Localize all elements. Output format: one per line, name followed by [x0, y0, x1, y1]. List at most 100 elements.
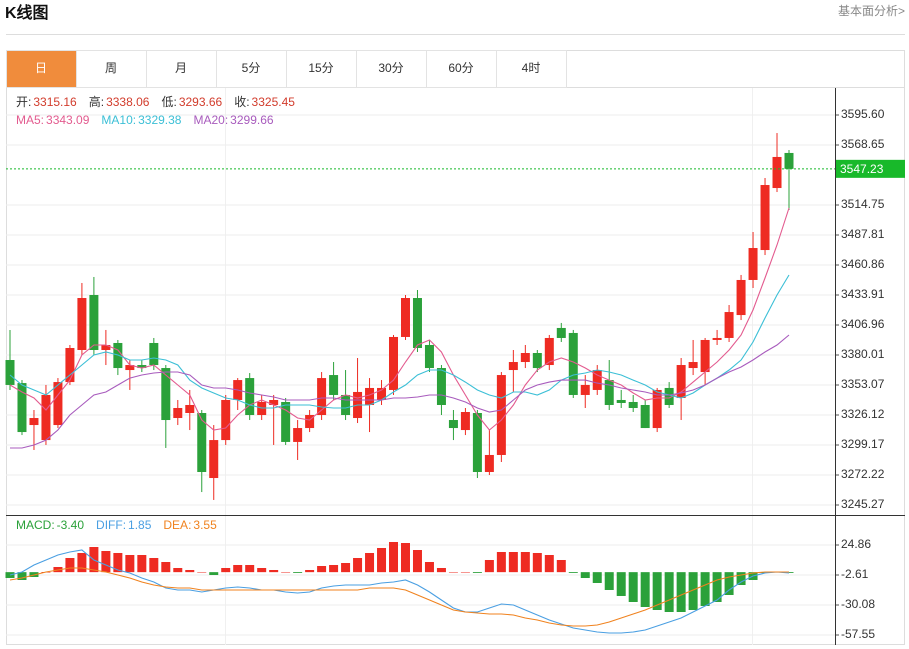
candle-body — [185, 404, 195, 414]
macd-bar — [17, 572, 27, 580]
macd-bar — [652, 572, 662, 610]
macd-bar — [197, 571, 207, 573]
y-tick-label: 3245.27 — [841, 497, 885, 511]
candle-body — [149, 342, 159, 366]
candle-body — [245, 378, 255, 416]
candle-body — [281, 401, 291, 442]
readout: MACD: — [16, 518, 55, 532]
readout: 3.55 — [193, 518, 217, 532]
candle-body — [89, 295, 99, 350]
y-tick-label: 3326.12 — [841, 407, 885, 421]
macd-bar — [353, 557, 363, 573]
macd-bar — [508, 551, 518, 573]
candle-body — [448, 420, 458, 429]
macd-bar — [496, 551, 506, 573]
tab-label[interactable]: 5分 — [242, 61, 261, 75]
readout: 3293.66 — [179, 95, 223, 109]
candle-body — [101, 344, 111, 350]
tab[interactable] — [6, 50, 77, 88]
macd-bar — [484, 559, 494, 573]
macd-bar — [317, 565, 327, 573]
macd-bar — [472, 572, 482, 573]
macd-bar — [185, 569, 195, 573]
tab-label[interactable]: 4时 — [522, 61, 541, 75]
macd-bar — [688, 572, 698, 610]
tab-label[interactable]: 60分 — [448, 61, 473, 75]
line — [9, 274, 790, 409]
candle-body — [700, 339, 710, 373]
macd-bar — [736, 572, 746, 586]
candle-body — [712, 337, 722, 340]
candle-body — [472, 413, 482, 473]
readout: 收: — [234, 95, 249, 109]
tab-label[interactable]: 日 — [35, 61, 47, 75]
candle-body — [221, 399, 231, 441]
y-tick-label: 3299.17 — [841, 437, 885, 451]
y-tick-label: -2.61 — [841, 567, 869, 581]
link[interactable]: 基本面分析> — [838, 4, 905, 18]
candle-body — [29, 418, 39, 426]
macd-bar — [389, 541, 399, 573]
candle-body — [520, 353, 530, 363]
candle-body — [628, 401, 638, 408]
macd-bar — [460, 571, 470, 573]
macd-bar — [712, 572, 722, 602]
macd-bar — [329, 564, 339, 573]
candle-body — [772, 156, 782, 189]
macd-bar — [209, 572, 219, 575]
macd-bar — [257, 567, 267, 573]
candle-body — [736, 279, 746, 316]
candle-body — [389, 336, 399, 390]
y-tick-label: -30.08 — [841, 597, 875, 611]
tab[interactable] — [286, 50, 357, 88]
candle-body — [484, 454, 494, 473]
readout: 开: — [16, 95, 31, 109]
macd-bar — [448, 571, 458, 573]
candle-body — [5, 360, 15, 385]
y-tick-label: 3568.65 — [841, 137, 885, 151]
macd-bar — [341, 562, 351, 573]
readout: 3315.16 — [33, 95, 77, 109]
y-tick-label: 3460.86 — [841, 257, 885, 271]
macd-bar — [269, 569, 279, 573]
readout: 1.85 — [128, 518, 152, 532]
candle-body — [532, 353, 542, 369]
y-tick-label: 24.86 — [841, 537, 871, 551]
macd-bar — [556, 559, 566, 573]
macd-bar — [161, 562, 171, 573]
tab[interactable] — [496, 50, 567, 88]
tab-label[interactable]: 30分 — [378, 61, 403, 75]
macd-bar — [5, 572, 15, 579]
candle-body — [604, 380, 614, 405]
readout: DIFF: — [96, 518, 126, 532]
macd-bar — [412, 550, 422, 573]
candle-body — [676, 365, 686, 398]
candle-body — [592, 370, 602, 390]
readout: 3338.06 — [106, 95, 150, 109]
candle-body — [197, 413, 207, 473]
candle-body — [664, 387, 674, 405]
y-tick-label: -57.55 — [841, 627, 875, 641]
macd-bar — [544, 555, 554, 573]
tab[interactable] — [76, 50, 147, 88]
macd-bar — [137, 555, 147, 573]
candle-body — [305, 415, 315, 429]
macd-bar — [424, 562, 434, 573]
candle-body — [341, 394, 351, 416]
y-tick-label: 3353.07 — [841, 377, 885, 391]
candle-body — [748, 248, 758, 280]
macd-bar — [113, 552, 123, 573]
line — [9, 549, 790, 634]
macd-bar — [616, 572, 626, 596]
candle-body — [688, 362, 698, 369]
macd-bar — [77, 552, 87, 573]
macd-bar — [676, 572, 686, 612]
macd-bar — [245, 564, 255, 573]
candle-body — [412, 298, 422, 348]
tab-label[interactable]: 15分 — [308, 61, 333, 75]
candle-body — [125, 365, 135, 371]
tab-label[interactable]: 周 — [105, 61, 117, 75]
tab-label[interactable]: 月 — [175, 61, 187, 75]
candle-body — [293, 428, 303, 442]
